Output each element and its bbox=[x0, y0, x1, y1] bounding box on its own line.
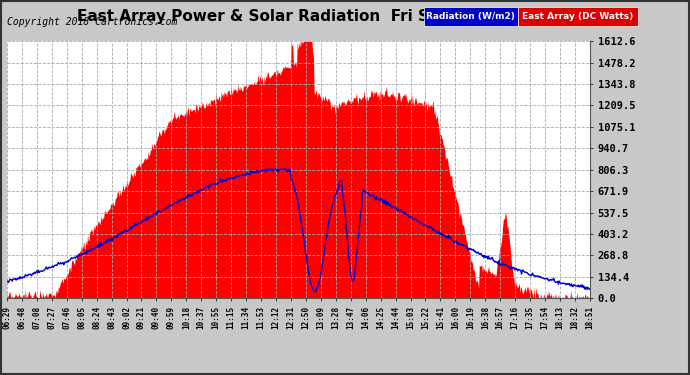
Text: East Array (DC Watts): East Array (DC Watts) bbox=[522, 12, 633, 21]
Text: East Array Power & Solar Radiation  Fri Sep 14 19:03: East Array Power & Solar Radiation Fri S… bbox=[77, 9, 531, 24]
Text: Radiation (W/m2): Radiation (W/m2) bbox=[426, 12, 515, 21]
Text: Copyright 2018 Cartronics.com: Copyright 2018 Cartronics.com bbox=[7, 17, 177, 27]
